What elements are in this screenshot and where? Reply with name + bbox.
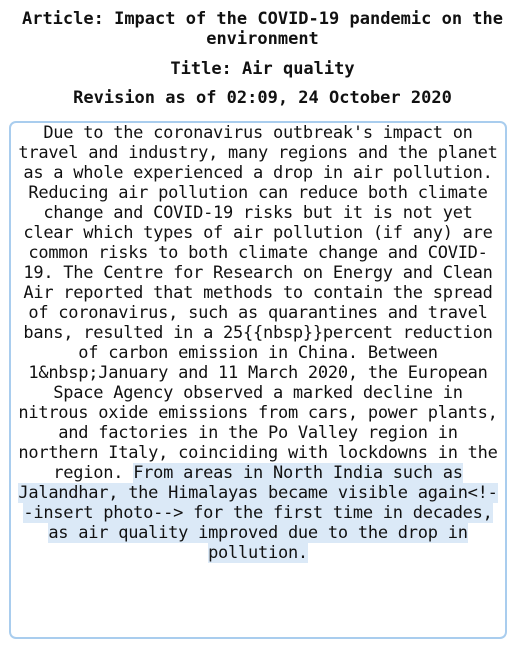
section-title: Title: Air quality (170, 59, 355, 79)
paragraph-plain-text: Due to the coronavirus outbreak's impact… (18, 123, 498, 483)
article-paragraph: Due to the coronavirus outbreak's impact… (15, 123, 501, 563)
article-heading: Article: Impact of the COVID-19 pandemic… (21, 9, 504, 49)
revision-timestamp: Revision as of 02:09, 24 October 2020 (73, 88, 452, 108)
article-content-box: Due to the coronavirus outbreak's impact… (9, 121, 507, 639)
page-header: Article: Impact of the COVID-19 pandemic… (0, 0, 525, 108)
